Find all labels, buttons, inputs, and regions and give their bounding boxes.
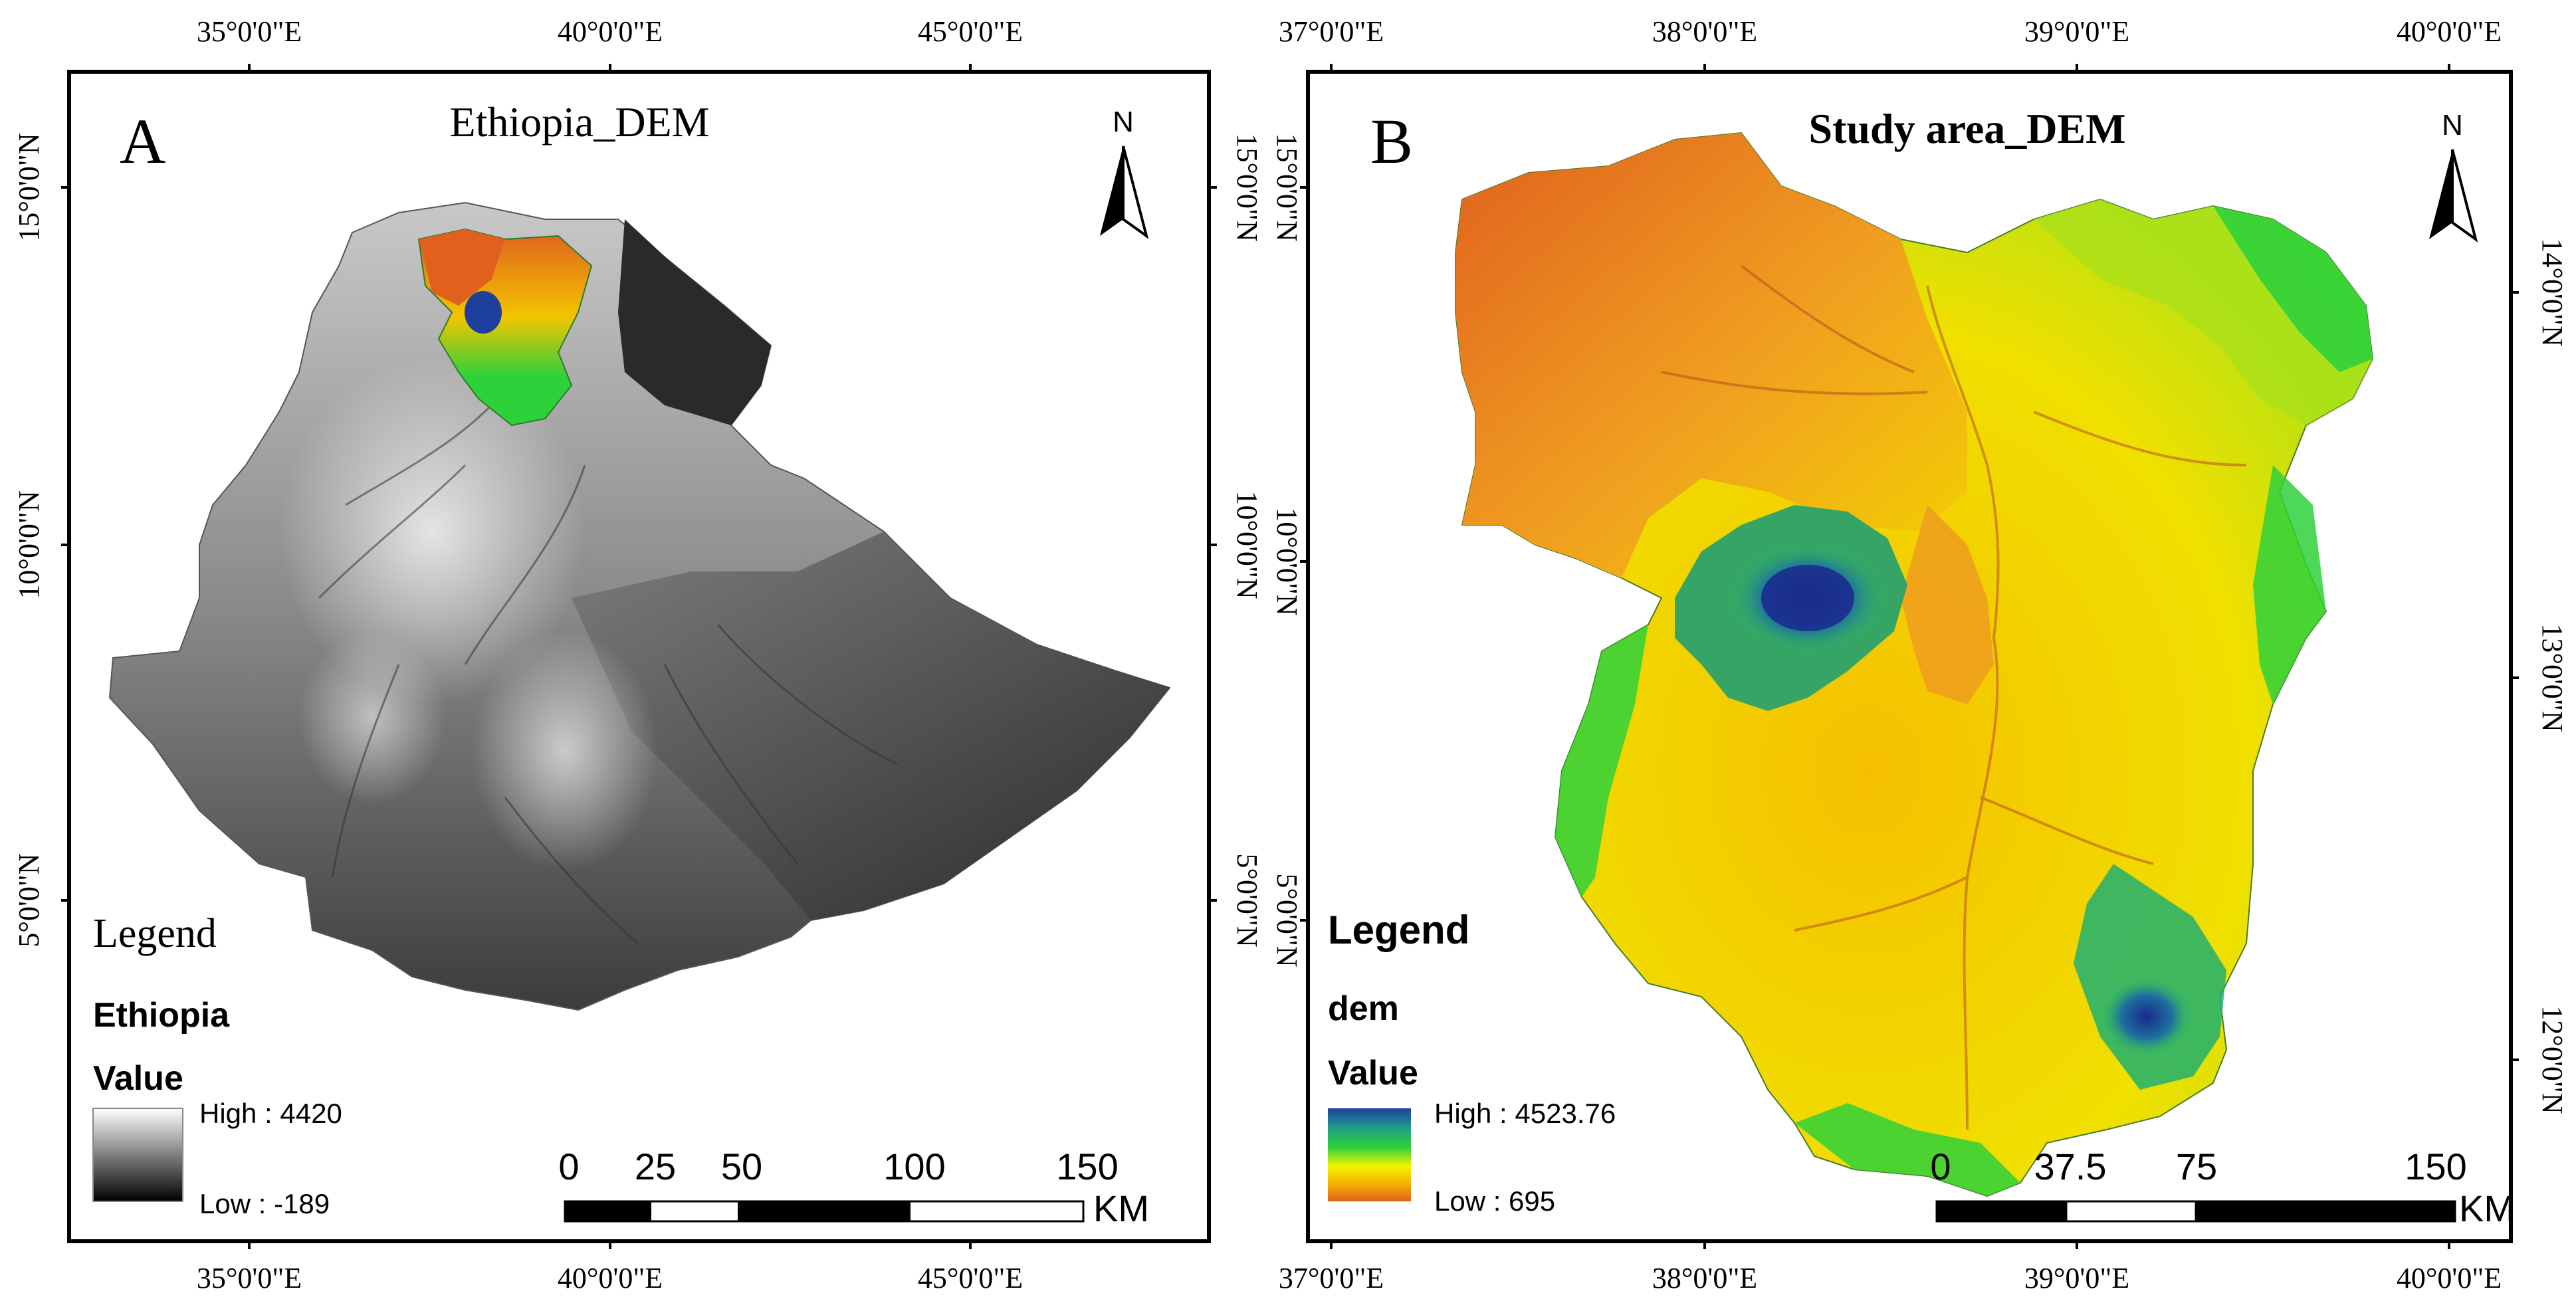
- panel-a-letter: A: [120, 106, 165, 177]
- scalebar-unit: KM: [1093, 1187, 1149, 1229]
- legend-low-value: Low : -189: [199, 1188, 330, 1219]
- panel-a-left-tick-label: 10°0'0"N: [13, 490, 45, 599]
- legend-high-value: High : 4523.76: [1434, 1098, 1616, 1129]
- scalebar-label: 0: [558, 1146, 579, 1187]
- scalebar-label: 0: [1930, 1146, 1951, 1187]
- panel-a-right-tick-label: 10°0'0"N: [1231, 490, 1263, 599]
- panel-b-left-tick-label: 15°0'0"N: [1271, 133, 1303, 241]
- panel-a: A Ethiopia_DEM N 35°0'0"E 40°0'0"E 45°0'…: [13, 15, 1263, 1294]
- panel-a-bottom-tick-label: 40°0'0"E: [558, 1262, 663, 1294]
- panel-b-bottom-ticks: 37°0'0"E 38°0'0"E 39°0'0"E 40°0'0"E: [1279, 1241, 2502, 1294]
- panel-a-scalebar: 0 25 50 100 150 KM: [558, 1146, 1149, 1229]
- scalebar-label: 100: [883, 1146, 945, 1187]
- panel-b-top-ticks: 37°0'0"E 38°0'0"E 39°0'0"E 40°0'0"E: [1279, 15, 2502, 72]
- panel-a-bottom-ticks: 35°0'0"E 40°0'0"E 45°0'0"E: [197, 1241, 1023, 1294]
- panel-b-bottom-tick-label: 38°0'0"E: [1652, 1262, 1757, 1294]
- scalebar-label: 25: [635, 1146, 676, 1187]
- panel-a-top-tick-label: 40°0'0"E: [558, 15, 663, 48]
- panel-a-right-ticks: 15°0'0"N 10°0'0"N 5°0'0"N: [1209, 133, 1263, 948]
- panel-b-right-tick-label: 14°0'0"N: [2536, 238, 2569, 346]
- panel-a-north-arrow-icon: [1100, 146, 1149, 239]
- panel-a-left-tick-label: 5°0'0"N: [13, 853, 45, 947]
- panel-b: B Study area_DEM N 37°0'0"E 38°0'0"E 39°…: [1271, 15, 2569, 1294]
- panel-b-bottom-tick-label: 37°0'0"E: [1279, 1262, 1384, 1294]
- legend-heading: Legend: [93, 911, 217, 956]
- panel-a-right-tick-label: 15°0'0"N: [1231, 133, 1263, 241]
- scalebar-label: 150: [2405, 1146, 2466, 1187]
- legend-color-ramp: [1328, 1108, 1411, 1201]
- panel-b-top-tick-label: 39°0'0"E: [2024, 15, 2129, 48]
- scalebar-label: 75: [2176, 1146, 2217, 1187]
- scalebar-label: 150: [1056, 1146, 1118, 1187]
- panel-b-top-tick-label: 38°0'0"E: [1652, 15, 1757, 48]
- panel-a-left-tick-label: 15°0'0"N: [13, 133, 45, 241]
- panel-a-top-ticks: 35°0'0"E 40°0'0"E 45°0'0"E: [197, 15, 1023, 72]
- scalebar-unit: KM: [2459, 1187, 2515, 1229]
- panel-a-bottom-tick-label: 45°0'0"E: [918, 1262, 1023, 1294]
- panel-b-top-tick-label: 40°0'0"E: [2397, 15, 2502, 48]
- panel-a-legend: Legend Ethiopia Value High : 4420 Low : …: [92, 911, 342, 1219]
- panel-b-right-tick-label: 12°0'0"N: [2536, 1005, 2569, 1114]
- panel-a-bottom-tick-label: 35°0'0"E: [197, 1262, 302, 1294]
- panel-b-right-tick-label: 13°0'0"N: [2536, 623, 2569, 732]
- panel-b-bottom-tick-label: 39°0'0"E: [2024, 1262, 2129, 1294]
- scalebar-label: 37.5: [2034, 1146, 2107, 1187]
- panel-a-top-tick-label: 35°0'0"E: [197, 15, 302, 48]
- panel-a-left-ticks: 15°0'0"N 10°0'0"N 5°0'0"N: [13, 133, 69, 948]
- ethiopia-dem-raster: [108, 201, 1171, 1011]
- study-area-dem-raster: [1455, 132, 2374, 1197]
- panel-b-right-ticks: 14°0'0"N 13°0'0"N 12°0'0"N: [2511, 238, 2569, 1114]
- panel-a-title: Ethiopia_DEM: [449, 98, 709, 146]
- panel-b-left-tick-label: 5°0'0"N: [1271, 873, 1303, 967]
- panel-a-north-label: N: [1113, 106, 1134, 138]
- panel-b-bottom-tick-label: 40°0'0"E: [2397, 1262, 2502, 1294]
- panel-b-left-ticks: 15°0'0"N 10°0'0"N 5°0'0"N: [1271, 133, 1308, 967]
- panel-b-north-arrow-icon: [2429, 149, 2478, 243]
- legend-layer-name: dem: [1328, 989, 1399, 1028]
- panel-b-legend: Legend dem Value High : 4523.76 Low : 69…: [1328, 908, 1616, 1217]
- panel-a-top-tick-label: 45°0'0"E: [918, 15, 1023, 48]
- panel-b-letter: B: [1370, 106, 1413, 177]
- legend-color-ramp: [92, 1108, 183, 1202]
- legend-heading: Legend: [1328, 908, 1469, 952]
- panel-a-right-tick-label: 5°0'0"N: [1231, 853, 1263, 947]
- panel-b-title: Study area_DEM: [1808, 105, 2125, 152]
- panel-b-left-tick-label: 10°0'0"N: [1271, 507, 1303, 615]
- legend-low-value: Low : 695: [1434, 1185, 1555, 1217]
- scalebar-label: 50: [721, 1146, 762, 1187]
- panel-b-top-tick-label: 37°0'0"E: [1279, 15, 1384, 48]
- legend-layer-name: Ethiopia: [93, 996, 230, 1035]
- legend-value-label: Value: [93, 1059, 183, 1098]
- panel-b-scalebar: 0 37.5 75 150 KM: [1930, 1146, 2515, 1229]
- legend-value-label: Value: [1328, 1054, 1418, 1092]
- legend-high-value: High : 4420: [199, 1098, 342, 1129]
- panel-b-north-label: N: [2442, 109, 2463, 142]
